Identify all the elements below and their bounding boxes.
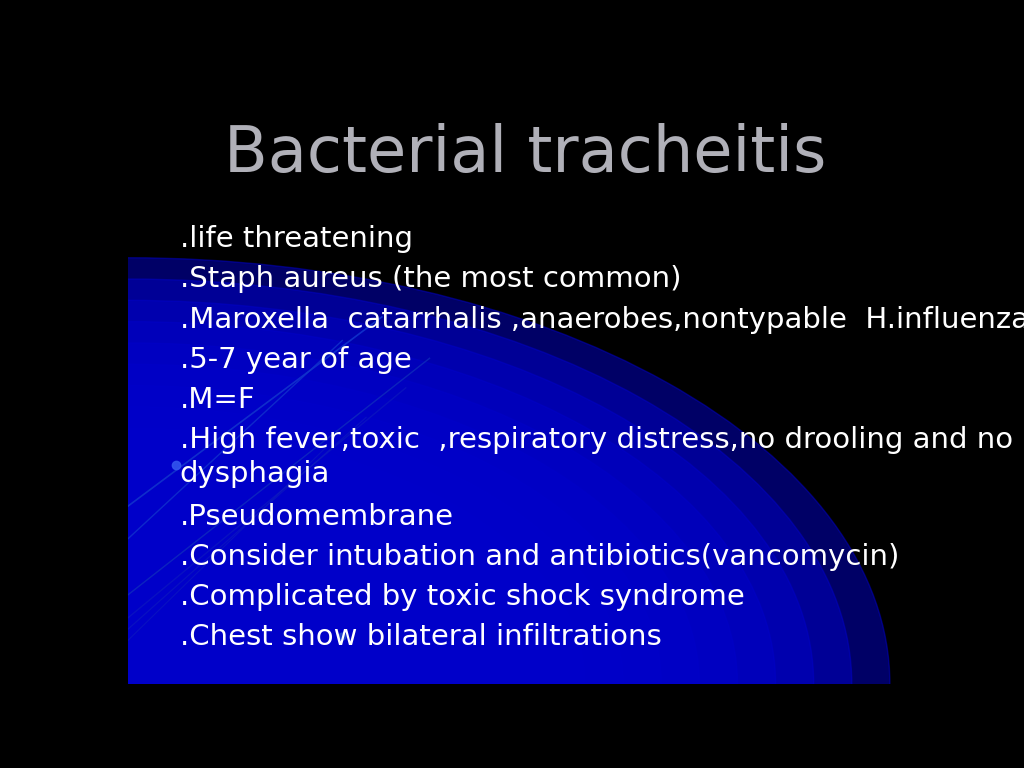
Text: .M=F: .M=F <box>179 386 255 414</box>
Ellipse shape <box>0 407 624 768</box>
Ellipse shape <box>0 279 852 768</box>
Ellipse shape <box>52 641 204 726</box>
Text: .Maroxella  catarrhalis ,anaerobes,nontypable  H.influenzae: .Maroxella catarrhalis ,anaerobes,nontyp… <box>179 306 1024 333</box>
Text: .High fever,toxic  ,respiratory distress,no drooling and no
dysphagia: .High fever,toxic ,respiratory distress,… <box>179 426 1013 488</box>
Text: .Chest show bilateral infiltrations: .Chest show bilateral infiltrations <box>179 624 662 651</box>
Ellipse shape <box>13 620 243 747</box>
Text: .Pseudomembrane: .Pseudomembrane <box>179 503 454 531</box>
Ellipse shape <box>0 492 471 768</box>
Ellipse shape <box>0 364 699 768</box>
Ellipse shape <box>0 471 509 768</box>
Ellipse shape <box>0 556 356 768</box>
Ellipse shape <box>0 577 318 768</box>
Text: .Staph aureus (the most common): .Staph aureus (the most common) <box>179 266 681 293</box>
Ellipse shape <box>0 449 547 768</box>
Ellipse shape <box>0 513 433 768</box>
Text: Bacterial tracheitis: Bacterial tracheitis <box>223 123 826 185</box>
Ellipse shape <box>0 386 662 768</box>
Ellipse shape <box>0 258 890 768</box>
Ellipse shape <box>0 598 281 768</box>
Ellipse shape <box>0 428 585 768</box>
Ellipse shape <box>0 300 814 768</box>
Ellipse shape <box>0 322 775 768</box>
Text: .Complicated by toxic shock syndrome: .Complicated by toxic shock syndrome <box>179 583 744 611</box>
Ellipse shape <box>0 343 737 768</box>
Text: .life threatening: .life threatening <box>179 225 413 253</box>
Text: .Consider intubation and antibiotics(vancomycin): .Consider intubation and antibiotics(van… <box>179 543 899 571</box>
Text: .5-7 year of age: .5-7 year of age <box>179 346 412 374</box>
Ellipse shape <box>0 535 394 768</box>
